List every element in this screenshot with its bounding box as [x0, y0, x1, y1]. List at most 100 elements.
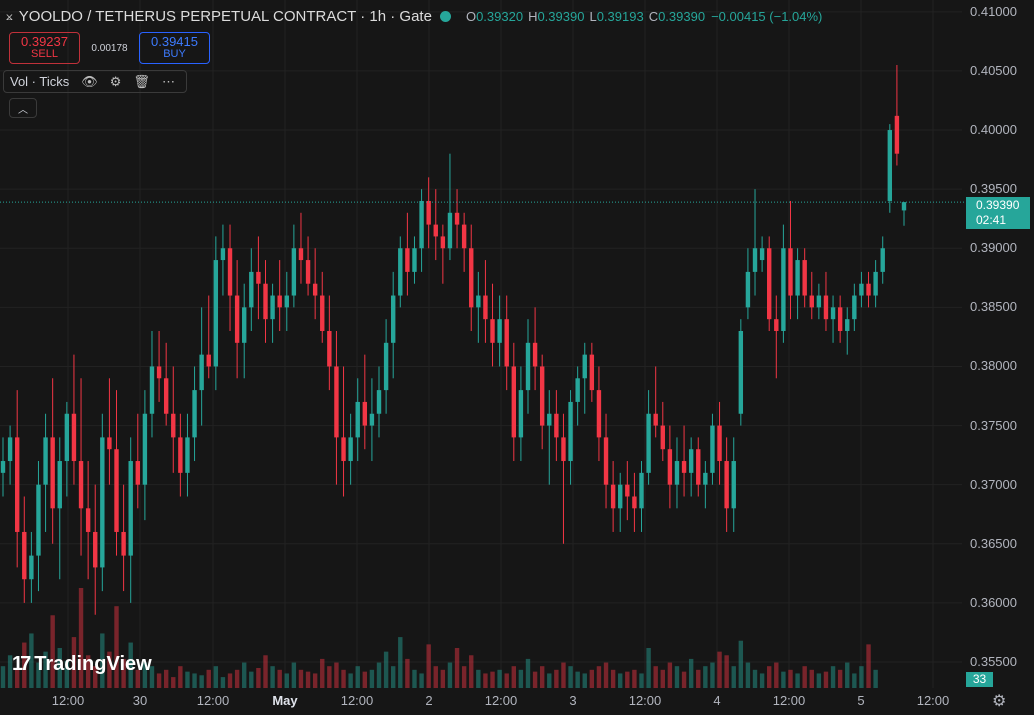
candle-body: [667, 449, 673, 485]
volume-bar: [149, 666, 155, 688]
time-tick-label: 12:00: [628, 693, 662, 708]
gate-logo-icon: ⨲: [6, 8, 13, 23]
volume-bar: [724, 655, 729, 688]
candle-body: [398, 248, 403, 296]
candle-body: [490, 319, 495, 343]
candle-body: [469, 248, 474, 308]
volume-bar: [29, 633, 34, 688]
volume-bar: [291, 662, 297, 688]
settings-icon[interactable]: ⚙: [109, 73, 122, 89]
volume-bar: [263, 655, 268, 688]
candle-body: [114, 449, 119, 532]
volume-bar: [142, 662, 148, 688]
volume-bar: [618, 673, 623, 688]
candle-body: [547, 413, 552, 426]
sell-button[interactable]: 0.39237 SELL: [9, 32, 80, 64]
volume-bar: [653, 666, 658, 688]
volume-bar: [511, 666, 517, 688]
spread-value: 0.00178: [91, 42, 128, 54]
close-value: 0.39390: [658, 8, 706, 24]
volume-bar: [0, 666, 6, 688]
buy-price: 0.39415: [151, 34, 198, 49]
volume-bar: [575, 671, 580, 688]
volume-indicator-legend[interactable]: Vol · Ticks 👁 ⚙ 🗑 ⋯: [3, 70, 187, 93]
volume-bar: [447, 662, 453, 688]
candle-body: [57, 461, 62, 509]
volume-bar: [305, 671, 311, 688]
price-tick-label: 0.39500: [970, 181, 1017, 197]
volume-bar: [192, 673, 197, 688]
volume-bar: [369, 669, 375, 688]
candle-body: [483, 295, 488, 320]
candle-body: [830, 307, 836, 320]
candle-body: [696, 449, 701, 485]
volume-bar: [561, 662, 566, 688]
time-tick-label: 12:00: [772, 693, 806, 708]
volume-bar: [852, 673, 857, 688]
volume-bar: [327, 666, 332, 688]
more-icon[interactable]: ⋯: [161, 73, 175, 89]
candle-body: [724, 461, 729, 509]
trade-buttons: 0.39237 SELL 0.00178 0.39415 BUY: [9, 32, 210, 64]
candle-body: [625, 484, 630, 497]
time-tick-label: May: [272, 693, 298, 708]
price-tick-label: 0.38000: [970, 358, 1017, 374]
eye-icon[interactable]: 👁: [81, 73, 98, 89]
last-price-tag: 0.39390 02:41: [966, 197, 1030, 229]
chevron-up-icon: ︿: [18, 104, 28, 116]
candle-body: [383, 342, 389, 391]
volume-bar: [688, 658, 694, 688]
volume-bar: [440, 669, 446, 688]
candle-body: [405, 248, 410, 272]
candle-body: [703, 472, 708, 485]
chart-settings-icon[interactable]: ⚙: [992, 693, 1007, 710]
volume-bar: [518, 669, 524, 688]
candle-body: [816, 295, 822, 308]
volume-bar: [284, 673, 289, 688]
buy-button[interactable]: 0.39415 BUY: [139, 32, 210, 64]
volume-bar: [866, 644, 871, 688]
candle-body: [873, 271, 878, 296]
candle-body: [674, 461, 680, 485]
tradingview-watermark[interactable]: 17 TradingView: [12, 653, 152, 676]
tradingview-logo-icon: 17: [12, 653, 31, 675]
candle-body: [433, 224, 438, 237]
volume-bar: [767, 666, 772, 688]
volume-bar: [830, 666, 836, 688]
indicator-label: Vol · Ticks: [10, 74, 70, 89]
candle-body: [320, 295, 325, 331]
price-tick-label: 0.37000: [970, 476, 1017, 492]
volume-bar: [64, 660, 70, 688]
candle-body: [476, 295, 481, 308]
volume-bar: [603, 662, 609, 688]
candle-body: [532, 342, 538, 367]
collapse-legend-button[interactable]: ︿: [9, 98, 37, 118]
volume-bar: [525, 658, 531, 688]
candle-body: [71, 413, 77, 462]
candle-body: [497, 319, 502, 343]
candle-body: [263, 283, 268, 320]
volume-bar: [738, 640, 744, 688]
volume-bar: [837, 669, 843, 688]
volume-bar: [532, 671, 538, 688]
symbol-title[interactable]: YOOLDO / TETHERUS PERPETUAL CONTRACT · 1…: [18, 7, 432, 25]
volume-bar: [426, 644, 431, 688]
volume-bar: [809, 669, 814, 688]
trash-icon[interactable]: 🗑: [133, 73, 150, 89]
candle-body: [582, 354, 587, 379]
candle-body: [149, 366, 155, 414]
volume-bar: [234, 669, 240, 688]
candle-body: [78, 461, 84, 509]
candle-body: [419, 200, 424, 249]
time-tick-label: 4: [713, 693, 721, 708]
volume-bar: [596, 666, 602, 688]
candle-body: [731, 461, 736, 509]
candle-body: [752, 248, 758, 272]
candle-body: [234, 295, 240, 343]
time-tick-label: 12:00: [916, 693, 950, 708]
high-value: 0.39390: [537, 8, 585, 24]
candle-body: [85, 508, 91, 532]
price-tick-label: 0.36500: [970, 535, 1017, 551]
market-status-icon[interactable]: [439, 10, 451, 22]
